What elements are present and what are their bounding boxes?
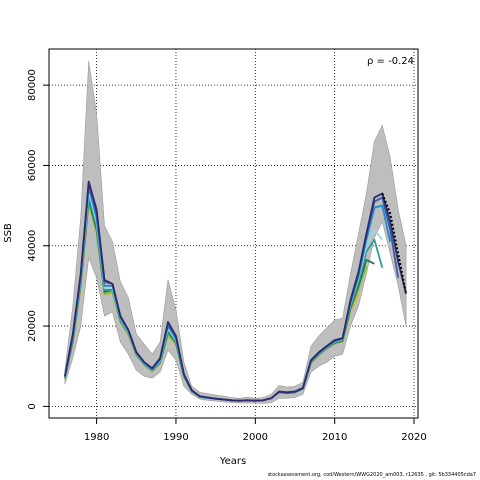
y-tick-label: 60000 (27, 149, 38, 181)
x-tick-label: 1980 (84, 432, 109, 443)
axes: 1980 1990 2000 2010 2020 0 20000 40000 60000 8000… (27, 48, 427, 443)
x-tick-label: 2000 (243, 432, 268, 443)
y-tick-label: 20000 (27, 310, 38, 342)
x-tick-label: 2010 (322, 432, 347, 443)
y-axis-label: SSB (3, 223, 14, 243)
y-tick-label: 0 (27, 403, 38, 409)
plot-frame (48, 48, 419, 419)
rho-annotation: ρ = -0.24 (367, 56, 414, 67)
x-axis-label: Years (219, 456, 246, 467)
confidence-ribbon (64, 60, 407, 404)
series-line-1 (64, 180, 407, 402)
x-tick-label: 1990 (163, 432, 188, 443)
footer-credit: stockassessment.org, cod/Western/WWG2020… (267, 472, 476, 478)
ribbon-area (64, 60, 407, 404)
series-lines (64, 180, 408, 402)
x-tick-label: 2020 (401, 432, 426, 443)
y-tick-label: 80000 (27, 69, 38, 101)
y-tick-label: 40000 (27, 230, 38, 262)
series-line-3 (64, 186, 392, 402)
